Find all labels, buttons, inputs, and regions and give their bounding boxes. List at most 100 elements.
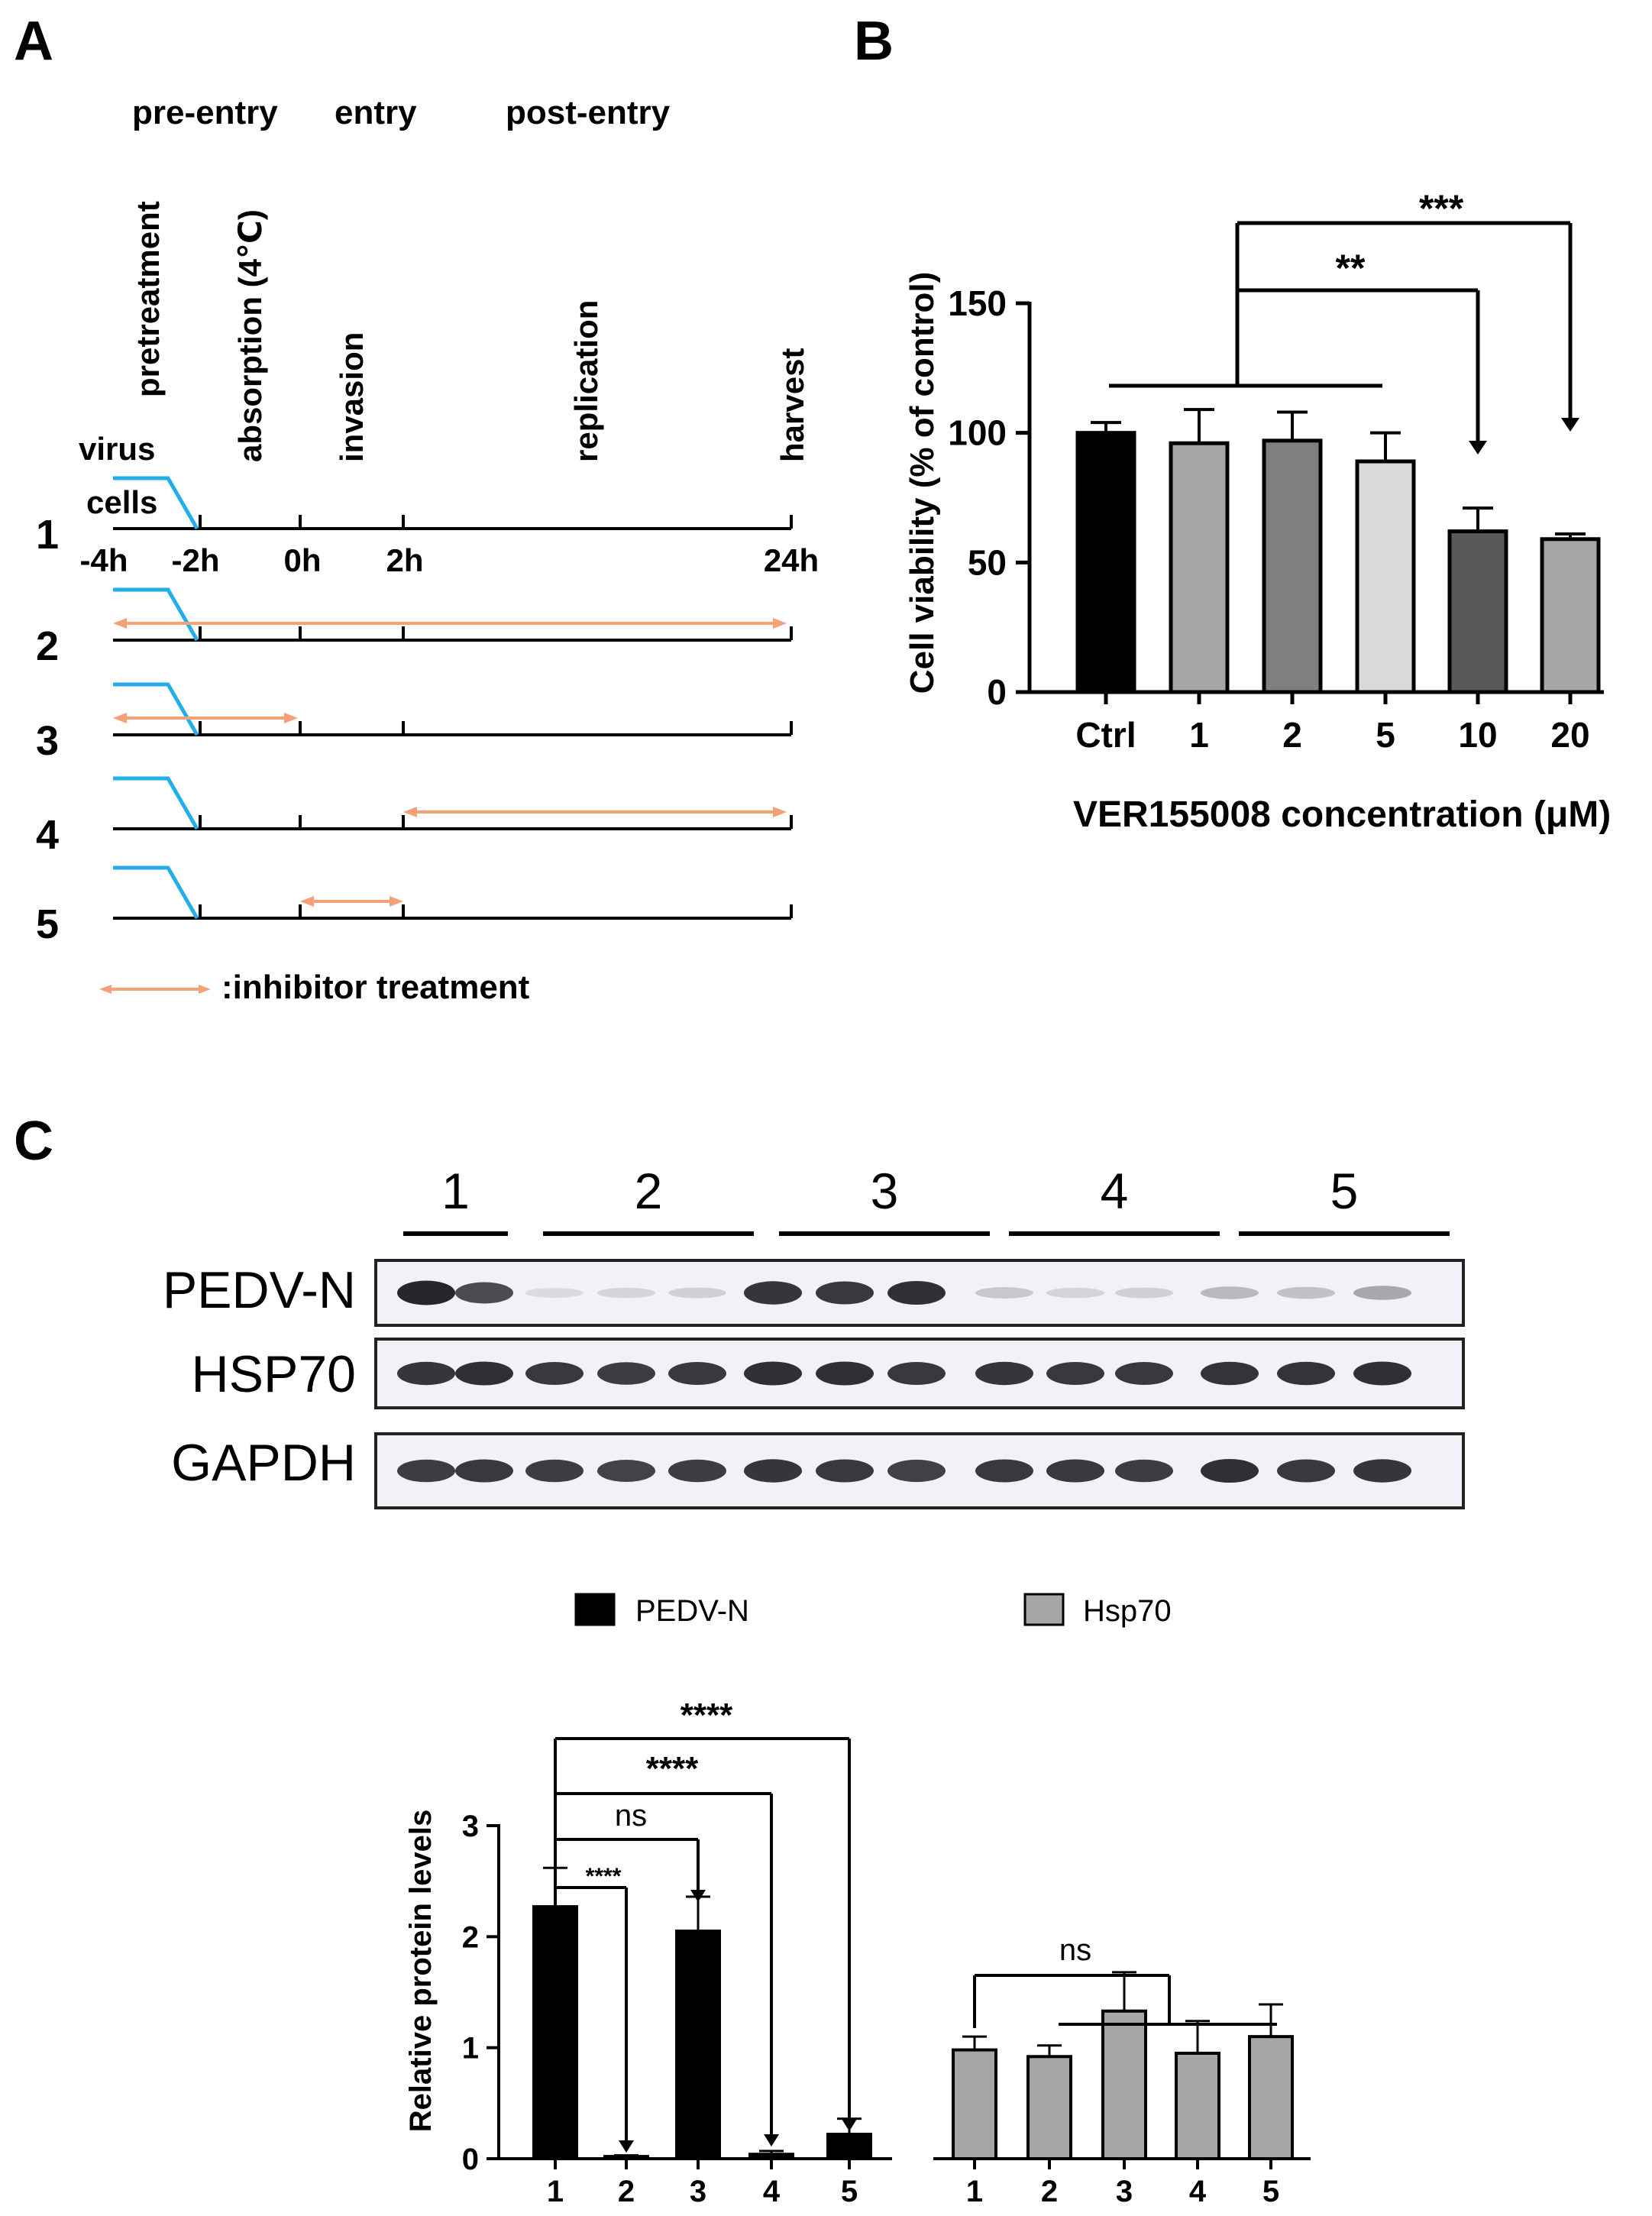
- blot-band: [1115, 1287, 1173, 1299]
- step-pretreatment: pretreatment: [130, 201, 166, 397]
- row-number: 5: [36, 901, 59, 947]
- row-number: 1: [36, 512, 59, 558]
- blot-band: [975, 1459, 1033, 1483]
- row-number: 4: [36, 812, 59, 858]
- blot-band: [455, 1459, 513, 1483]
- b-y-tick-label: 150: [948, 283, 1007, 323]
- phase-pre-entry: pre-entry: [132, 94, 278, 131]
- c-bar: [675, 1930, 721, 2160]
- legend-swatch-pedv-n: [574, 1593, 616, 1626]
- c-sig-label: ****: [586, 1864, 622, 1889]
- time-label: 0h: [283, 542, 321, 578]
- phase-post-entry: post-entry: [506, 94, 671, 131]
- b-x-tick-label: 10: [1458, 715, 1497, 755]
- blot-band: [744, 1281, 802, 1305]
- virus-cells-line: [113, 682, 199, 736]
- blot-band: [1353, 1361, 1411, 1386]
- blot-band: [1046, 1362, 1104, 1385]
- legend-arrow-head: [199, 985, 211, 994]
- c-x-tick-label: 1: [547, 2175, 564, 2208]
- virus-label: virus: [79, 431, 155, 467]
- c-bar-chart: 0 1 2 3 1 2 3 4 5 1 2 3 4 5 **** ns **** **** ns: [462, 1697, 1311, 2208]
- b-x-tick-label: 2: [1282, 715, 1302, 755]
- c-sig-label: ****: [646, 1750, 699, 1787]
- blot-band: [1353, 1286, 1411, 1300]
- c-sig-label: ns: [615, 1799, 647, 1833]
- c-y-tick-label: 3: [462, 1810, 479, 1843]
- b-x-tick-label: 20: [1550, 715, 1589, 755]
- b-y-tick-label: 0: [987, 672, 1007, 712]
- b-sig-arrow-head: [1561, 418, 1579, 432]
- blot-band: [1353, 1459, 1411, 1483]
- b-bar: [1169, 441, 1230, 694]
- blot-band: [975, 1287, 1033, 1299]
- blot-band: [887, 1459, 946, 1483]
- blot-band: [816, 1361, 874, 1386]
- time-label: -2h: [172, 542, 220, 578]
- b-x-tick-label: 5: [1376, 715, 1395, 755]
- virus-cells-line: [113, 776, 199, 830]
- blot-band: [525, 1362, 584, 1385]
- step-replication: replication: [568, 300, 604, 462]
- blot-band: [668, 1459, 726, 1483]
- b-bar: [1262, 438, 1323, 694]
- c-y-tick-label: 0: [462, 2143, 479, 2176]
- blot-band: [597, 1460, 655, 1482]
- time-label: -4h: [80, 542, 128, 578]
- blot-group-number: 5: [1330, 1163, 1359, 1219]
- panel-b-letter: B: [854, 11, 894, 72]
- blot-band: [816, 1281, 874, 1305]
- inhibitor-arrow-head: [113, 713, 127, 723]
- row-number: 2: [36, 623, 59, 669]
- c-x-tick-label: 4: [1189, 2175, 1207, 2208]
- b-sig-arrow-head: [1469, 441, 1487, 455]
- blot-band: [455, 1361, 513, 1386]
- c-bar: [532, 1905, 578, 2160]
- inhibitor-arrow-head: [390, 896, 403, 907]
- c-bar: [952, 2048, 997, 2160]
- b-sig-label: **: [1336, 247, 1366, 290]
- inhibitor-arrow-head: [113, 618, 127, 629]
- c-x-tick-label: 1: [966, 2175, 983, 2208]
- c-y-axis-label: Relative protein levels: [404, 1810, 438, 2132]
- c-sig-label: ****: [681, 1697, 733, 1734]
- row-number: 3: [36, 718, 59, 764]
- b-x-tick-label: Ctrl: [1075, 715, 1136, 755]
- c-sig-arrow-head: [690, 1890, 706, 1902]
- blot-band: [1277, 1459, 1335, 1483]
- blot-band: [397, 1280, 455, 1305]
- legend-arrow-head: [99, 985, 112, 994]
- blot-group-labels: 1 2 3 4 5: [403, 1163, 1450, 1236]
- blot-group-number: 1: [441, 1163, 470, 1219]
- cells-label: cells: [86, 484, 157, 520]
- blot-band: [1201, 1459, 1259, 1483]
- c-x-tick-label: 2: [618, 2175, 635, 2208]
- virus-cells-line: [113, 865, 199, 920]
- c-bar: [1175, 2051, 1220, 2161]
- blot-band: [668, 1287, 726, 1299]
- legend-swatch-hsp70: [1023, 1593, 1065, 1626]
- c-legend: PEDV-N Hsp70: [574, 1593, 1172, 1628]
- blot-band: [1201, 1286, 1259, 1299]
- c-y-tick-label: 2: [462, 1920, 479, 1954]
- c-ns-label: ns: [1059, 1933, 1091, 1967]
- legend-label-hsp70: Hsp70: [1083, 1594, 1172, 1628]
- c-bar: [826, 2133, 872, 2160]
- timeline-rows: 1 2 3 4 5: [36, 476, 793, 947]
- b-sig-label: ***: [1419, 187, 1464, 230]
- phase-entry: entry: [335, 94, 417, 131]
- blot-band: [397, 1361, 455, 1386]
- c-y-tick-label: 1: [462, 2032, 479, 2066]
- blot-band: [455, 1282, 513, 1304]
- inhibitor-arrow-head: [403, 807, 417, 817]
- blot-group-number: 2: [635, 1163, 663, 1219]
- blot-band: [597, 1362, 655, 1385]
- step-invasion: invasion: [334, 332, 370, 462]
- blot-band: [597, 1287, 655, 1299]
- blot-label-hsp70: HSP70: [192, 1345, 356, 1403]
- legend-label-pedv-n: PEDV-N: [635, 1594, 749, 1628]
- c-bar: [603, 2155, 649, 2160]
- blot-band: [887, 1362, 946, 1385]
- time-label: 24h: [764, 542, 819, 578]
- blot-band: [1046, 1459, 1104, 1483]
